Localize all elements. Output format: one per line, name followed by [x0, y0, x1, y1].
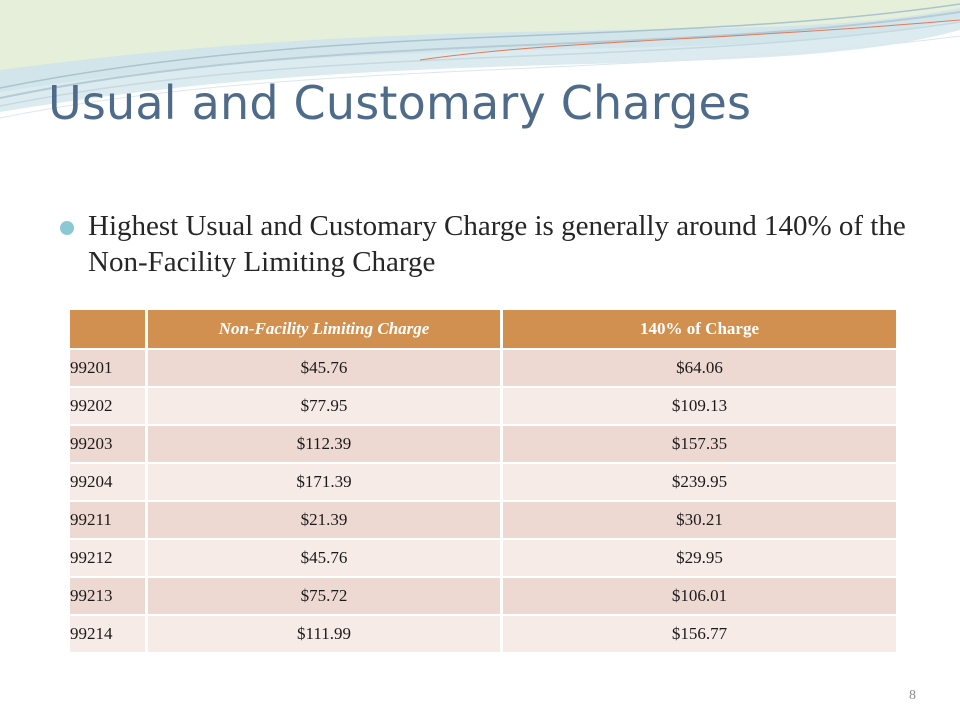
- cell-non-facility: $112.39: [145, 425, 503, 464]
- cell-non-facility: $21.39: [145, 501, 503, 540]
- bullet-text: Highest Usual and Customary Charge is ge…: [88, 210, 906, 278]
- table-row: 99211 $21.39 $30.21: [67, 501, 899, 540]
- cell-non-facility: $45.76: [145, 539, 503, 578]
- table-row: 99203 $112.39 $157.35: [67, 425, 899, 464]
- table-row: 99214 $111.99 $156.77: [67, 615, 899, 654]
- bullet-item: Highest Usual and Customary Charge is ge…: [60, 208, 920, 280]
- cell-code: 99211: [67, 501, 148, 540]
- page-number: 8: [909, 688, 916, 703]
- cell-non-facility: $45.76: [145, 349, 503, 388]
- cell-code: 99213: [67, 577, 148, 616]
- slide-title: Usual and Customary Charges: [48, 76, 752, 130]
- cell-140-percent: $29.95: [500, 539, 899, 578]
- cell-140-percent: $106.01: [500, 577, 899, 616]
- cell-non-facility: $171.39: [145, 463, 503, 502]
- cell-140-percent: $157.35: [500, 425, 899, 464]
- charges-table: Non-Facility Limiting Charge 140% of Cha…: [67, 310, 899, 654]
- header-140-percent-of-charge: 140% of Charge: [500, 310, 899, 350]
- header-non-facility-limiting-charge: Non-Facility Limiting Charge: [145, 310, 503, 350]
- cell-140-percent: $30.21: [500, 501, 899, 540]
- cell-140-percent: $239.95: [500, 463, 899, 502]
- table-row: 99202 $77.95 $109.13: [67, 387, 899, 426]
- cell-code: 99201: [67, 349, 148, 388]
- table-row: 99204 $171.39 $239.95: [67, 463, 899, 502]
- cell-140-percent: $109.13: [500, 387, 899, 426]
- cell-non-facility: $75.72: [145, 577, 503, 616]
- cell-code: 99203: [67, 425, 148, 464]
- table-row: 99213 $75.72 $106.01: [67, 577, 899, 616]
- cell-non-facility: $111.99: [145, 615, 503, 654]
- cell-code: 99202: [67, 387, 148, 426]
- table-row: 99212 $45.76 $29.95: [67, 539, 899, 578]
- cell-140-percent: $156.77: [500, 615, 899, 654]
- table-header-row: Non-Facility Limiting Charge 140% of Cha…: [67, 310, 899, 350]
- header-code: [67, 310, 148, 350]
- table-row: 99201 $45.76 $64.06: [67, 349, 899, 388]
- bullet-dot-icon: [60, 221, 74, 235]
- bullet-list: Highest Usual and Customary Charge is ge…: [60, 208, 920, 280]
- cell-code: 99204: [67, 463, 148, 502]
- cell-code: 99212: [67, 539, 148, 578]
- cell-140-percent: $64.06: [500, 349, 899, 388]
- cell-code: 99214: [67, 615, 148, 654]
- cell-non-facility: $77.95: [145, 387, 503, 426]
- decorative-wave-banner: [0, 0, 960, 119]
